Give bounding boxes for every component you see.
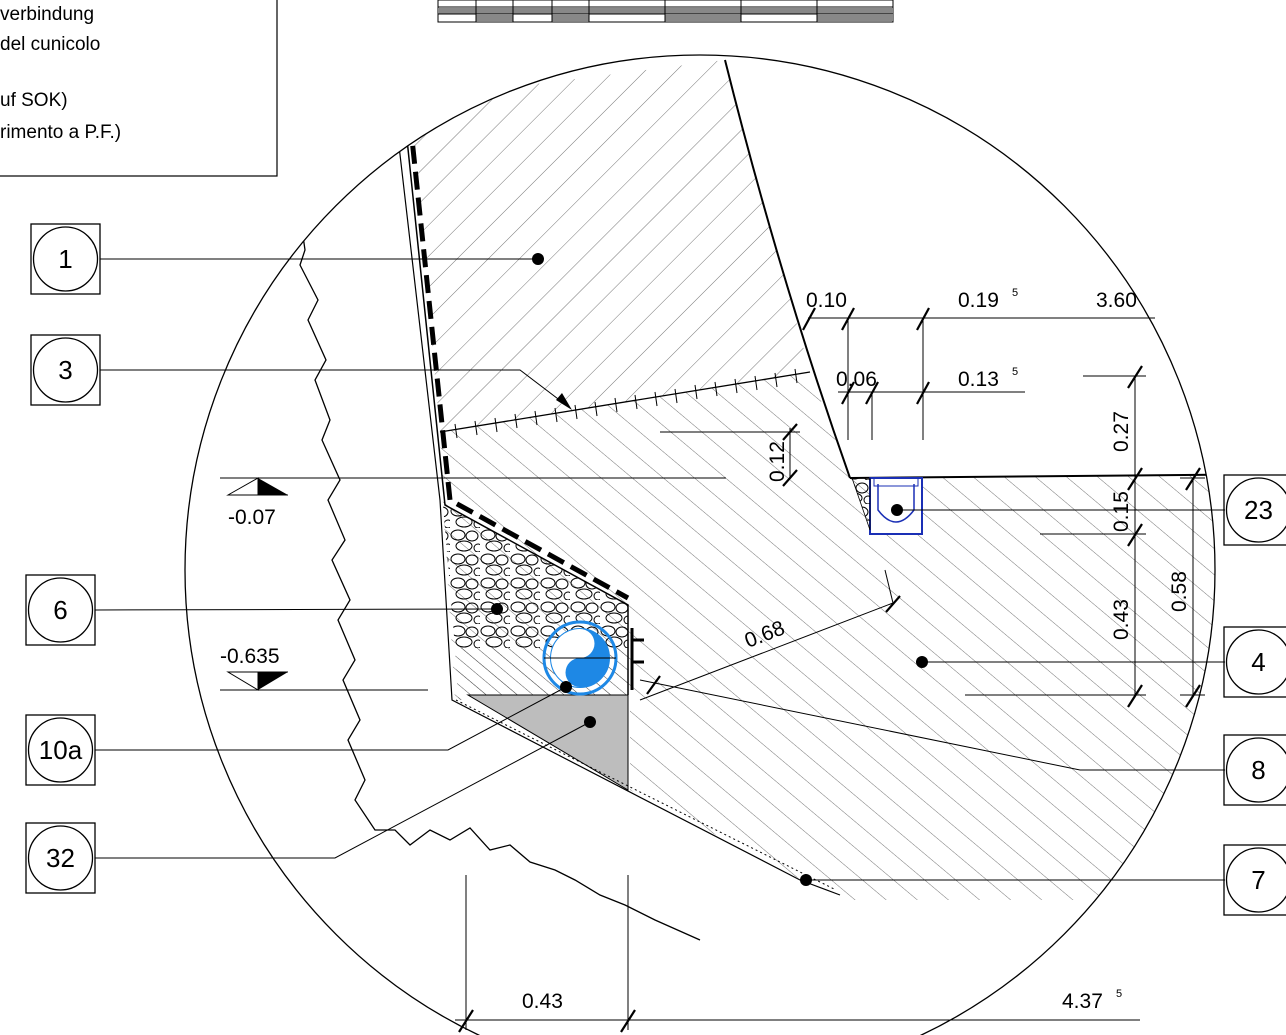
- excavation-line: [395, 119, 841, 896]
- dim-0-10: 0.10: [806, 289, 847, 312]
- tunnel-lining-line: [724, 59, 851, 479]
- dim-0-06: 0.06: [836, 368, 877, 391]
- tag-8: 8: [1223, 734, 1286, 806]
- tag-3: 3: [30, 334, 101, 406]
- drain-pipe: [542, 620, 618, 696]
- dim-4-37-sup: 5: [1116, 988, 1122, 1000]
- svg-text:23: 23: [1244, 495, 1273, 525]
- dim-0-12: 0.12: [766, 441, 789, 482]
- legend-line-4: rimento a P.F.): [0, 122, 121, 143]
- dim-0-13-sup: 5: [1012, 366, 1018, 378]
- svg-text:10a: 10a: [39, 735, 83, 765]
- tag-10a: 10a: [25, 714, 96, 786]
- rock-line: [289, 209, 701, 941]
- dim-0-43-vertical: 0.43: [1110, 599, 1133, 640]
- upper-wall-region: [410, 60, 810, 432]
- svg-text:4: 4: [1251, 647, 1265, 677]
- dim-0-15: 0.15: [1110, 491, 1133, 532]
- level-upper: -0.07: [220, 477, 726, 529]
- tag-23: 23: [1223, 474, 1286, 546]
- dimension-lines: [455, 317, 1205, 1030]
- dim-0-43-horizontal: 0.43: [522, 990, 563, 1013]
- level-lower-label: -0.635: [220, 645, 280, 668]
- svg-text:3: 3: [58, 355, 72, 385]
- svg-text:6: 6: [53, 595, 67, 625]
- level-upper-label: -0.07: [228, 506, 276, 529]
- gravel-region: [443, 505, 628, 648]
- scale-bar: [437, 0, 894, 23]
- wall-outer-line: [404, 119, 629, 695]
- svg-text:1: 1: [58, 244, 72, 274]
- lean-concrete-region: [466, 694, 629, 791]
- dim-3-60: 3.60: [1096, 289, 1137, 312]
- svg-text:8: 8: [1251, 755, 1265, 785]
- svg-text:7: 7: [1251, 865, 1265, 895]
- svg-text:32: 32: [46, 843, 75, 873]
- tag-32: 32: [25, 822, 96, 894]
- dim-0-13: 0.13: [958, 368, 999, 391]
- joint-line: [439, 371, 811, 433]
- backfill-region: [440, 372, 1215, 900]
- tag-6: 6: [25, 574, 96, 646]
- legend-line-1: verbindung: [0, 4, 94, 25]
- detail-content: [289, 59, 1215, 941]
- dim-4-37: 4.37: [1062, 990, 1103, 1013]
- tag-7: 7: [1223, 844, 1286, 916]
- tag-4: 4: [1223, 626, 1286, 698]
- dim-0-27: 0.27: [1110, 411, 1133, 452]
- level-lower: -0.635: [220, 645, 428, 691]
- dim-0-19: 0.19: [958, 289, 999, 312]
- legend-box: verbindung del cunicolo uf SOK) rimento …: [0, 0, 278, 177]
- dim-0-19-sup: 5: [1012, 287, 1018, 299]
- legend-line-3: uf SOK): [0, 90, 68, 111]
- legend-line-2: del cunicolo: [0, 34, 100, 55]
- detail-circle: [184, 54, 1216, 1035]
- tag-1: 1: [30, 223, 101, 295]
- dim-0-58: 0.58: [1168, 571, 1191, 612]
